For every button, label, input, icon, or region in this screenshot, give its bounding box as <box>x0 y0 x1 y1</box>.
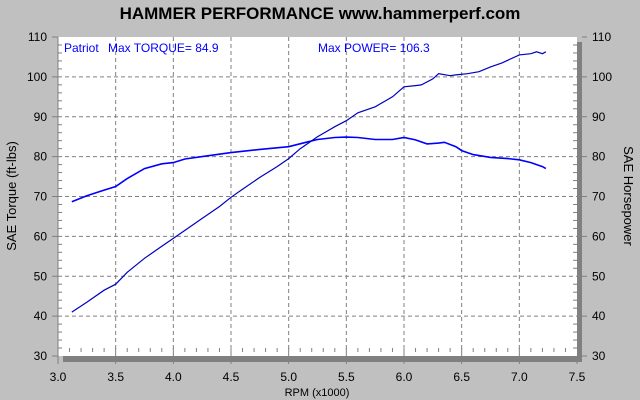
y-tick-label-right: 90 <box>592 110 606 124</box>
x-tick-label: 7.5 <box>569 370 586 384</box>
grid-lines <box>58 37 577 356</box>
y-tick-label-right: 40 <box>592 309 606 323</box>
chart-title: HAMMER PERFORMANCE www.hammerperf.com <box>120 4 521 23</box>
y-tick-label-right: 60 <box>592 229 606 243</box>
y-tick-label-left: 90 <box>34 110 48 124</box>
y-tick-label-left: 110 <box>28 30 47 44</box>
y-tick-label-right: 80 <box>592 150 606 164</box>
y-tick-label-left: 100 <box>27 70 47 84</box>
max-torque-label: Max TORQUE= 84.9 <box>108 41 219 55</box>
series-group <box>71 51 547 313</box>
axis-ticks: 3.0 3.5 4.0 4.5 5.0 5.5 6.0 6.5 7.0 7.5 30 30 40 40 50… <box>27 30 612 384</box>
y-tick-label-right: 110 <box>592 30 611 44</box>
x-axis-label: RPM (x1000) <box>285 387 350 399</box>
torque-curve <box>71 136 547 203</box>
y-tick-label-right: 50 <box>592 269 606 283</box>
x-tick-label: 3.0 <box>50 370 67 384</box>
y-tick-label-left: 50 <box>34 269 48 283</box>
y-tick-label-right: 30 <box>592 349 606 363</box>
y-tick-label-left: 80 <box>34 150 48 164</box>
y-tick-label-left: 60 <box>34 229 48 243</box>
y-tick-label-right: 100 <box>592 70 612 84</box>
x-tick-label: 7.0 <box>511 370 528 384</box>
x-tick-label: 5.0 <box>280 370 297 384</box>
y-axis-right-label: SAE Horsepower <box>621 146 636 246</box>
x-tick-label: 6.5 <box>453 370 470 384</box>
y-tick-label-left: 70 <box>34 190 48 204</box>
y-axis-left-label: SAE Torque (ft-lbs) <box>4 141 19 251</box>
x-tick-label: 5.5 <box>338 370 355 384</box>
x-tick-label: 4.0 <box>165 370 182 384</box>
run-name-label: Patriot <box>64 41 99 55</box>
x-tick-label: 4.5 <box>223 370 240 384</box>
x-tick-label: 3.5 <box>107 370 124 384</box>
x-tick-label: 6.0 <box>396 370 413 384</box>
y-tick-label-right: 70 <box>592 190 606 204</box>
y-tick-label-left: 30 <box>34 349 48 363</box>
max-power-label: Max POWER= 106.3 <box>318 41 430 55</box>
power-curve <box>71 51 547 313</box>
y-tick-label-left: 40 <box>34 309 48 323</box>
